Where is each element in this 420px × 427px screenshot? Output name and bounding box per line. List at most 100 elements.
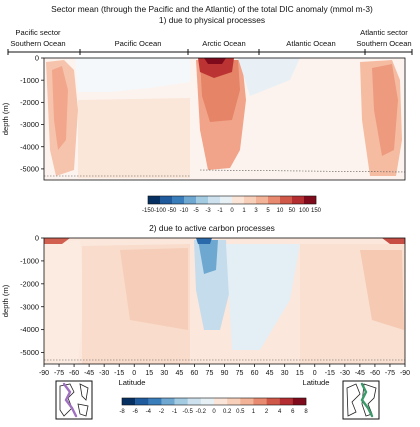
colorbar2-swatch <box>135 398 149 405</box>
panel2-xtick-label: -15 <box>325 370 335 377</box>
colorbar2-swatch <box>214 398 228 405</box>
colorbar1-tick-label: -100 <box>154 208 167 214</box>
colorbar2-swatch <box>174 398 188 405</box>
panel2-ytick-label: -2000 <box>20 279 39 288</box>
p1-pacific-deep <box>78 98 190 178</box>
colorbar2-tick-label: -8 <box>119 409 125 415</box>
colorbar1-tick-label: 50 <box>289 208 296 214</box>
p1-arctic-top <box>204 58 226 64</box>
p2-arctic-core <box>198 240 218 274</box>
pacific-section-map <box>55 380 93 420</box>
colorbar2-tick-label: -1 <box>172 409 178 415</box>
p1-pacific-upper <box>75 58 190 92</box>
colorbar1-swatch <box>172 196 185 204</box>
colorbar1-swatch <box>196 196 209 204</box>
colorbar1-swatch <box>256 196 269 204</box>
colorbar-active-carbon: -8 -6 -4 -2 -1 -0.5 -0.2 0 0.2 0.5 1 2 4 6 8 <box>119 397 308 415</box>
panel2-xtick-label: 0 <box>313 370 317 377</box>
region-label-pac-so-1: Pacific sector <box>15 28 61 37</box>
colorbar1-tick-label: 100 <box>299 208 310 214</box>
colorbar2-tick-label: 8 <box>304 409 308 415</box>
panel2-xtick-label: 60 <box>251 370 259 377</box>
panel1-ytick-label: -1000 <box>20 76 39 85</box>
colorbar2-tick-label: 2 <box>265 409 269 415</box>
p1-seafloor-right <box>199 169 406 173</box>
p2-surface-blue <box>196 238 212 244</box>
panel2-ytick-label: 0 <box>35 234 39 243</box>
panel2-ytick-label: -4000 <box>20 325 39 334</box>
panel1-ytick-label: -5000 <box>20 165 39 174</box>
colorbar2-tick-label: 0 <box>212 409 216 415</box>
colorbar2-swatch <box>227 398 241 405</box>
panel2-xtick-label: -45 <box>84 370 94 377</box>
panel1-subtitle: 1) due to physical processes <box>159 15 265 25</box>
panel-physical: depth (m) 0 -1000 -2000 -3000 -4000 -5000 <box>1 54 406 181</box>
p1-atlantic-shallow <box>238 58 300 96</box>
panel1-field <box>46 58 402 178</box>
region-label-arctic: Arctic Ocean <box>202 39 245 48</box>
colorbar1-swatch <box>184 196 197 204</box>
colorbar1-tick-label: -5 <box>193 208 199 214</box>
panel2-field <box>44 238 405 364</box>
region-bracket <box>7 49 413 55</box>
colorbar2-swatch <box>253 398 267 405</box>
colorbar1-swatch <box>148 196 161 204</box>
colorbar1-tick-label: 150 <box>311 208 322 214</box>
panel1-ytick-label: -3000 <box>20 120 39 129</box>
panel2-xtick-label: -30 <box>340 370 350 377</box>
panel2-xtick-label: 75 <box>206 370 214 377</box>
region-label-atl-so-1: Atlantic sector <box>360 28 408 37</box>
p2-atlantic-so-core <box>360 250 404 330</box>
colorbar1-tick-label: 5 <box>266 208 270 214</box>
colorbar1-swatch <box>160 196 173 204</box>
colorbar2-tick-label: -6 <box>132 409 138 415</box>
atlantic-section-map <box>342 380 380 420</box>
colorbar1-frame <box>147 195 317 205</box>
panel2-xtick-label: -75 <box>54 370 64 377</box>
colorbar2-tick-label: -0.2 <box>196 409 207 415</box>
panel2-xtick-label: -60 <box>370 370 380 377</box>
colorbar1-swatch <box>208 196 221 204</box>
colorbar2-swatch <box>148 398 162 405</box>
panel2-xtick-label: 15 <box>296 370 304 377</box>
panel1-frame <box>43 57 406 181</box>
colorbar2-tick-label: 0.5 <box>236 409 245 415</box>
panel2-xtick-label: 30 <box>160 370 168 377</box>
colorbar1-swatch <box>292 196 305 204</box>
panel2-xtick-label: 75 <box>236 370 244 377</box>
colorbar2-tick-label: 4 <box>278 409 282 415</box>
p2-surface-red-right <box>382 238 405 244</box>
xlabel-latitude-right: Latitude <box>302 378 329 387</box>
xlabel-latitude-left: Latitude <box>118 378 145 387</box>
region-label-pac-so-2: Southern Ocean <box>10 39 65 48</box>
chart-title: Sector mean (through the Pacific and the… <box>51 4 373 14</box>
colorbar2-swatch <box>161 398 175 405</box>
panel1-ytick-label: 0 <box>35 54 39 63</box>
panel-active-carbon: depth (m) 0-1000-2000-3000-4000-5000 -90… <box>1 234 410 377</box>
panel2-xtick-label: -90 <box>39 370 49 377</box>
colorbar1-swatch <box>220 196 233 204</box>
colorbar1-tick-label: 10 <box>277 208 284 214</box>
p1-atlantic-so-core <box>372 64 398 156</box>
colorbar2-swatch <box>187 398 202 405</box>
colorbar2-tick-label: -2 <box>159 409 165 415</box>
colorbar1-tick-label: 1 <box>242 208 246 214</box>
colorbar2-swatch <box>200 398 215 405</box>
colorbar2-tick-label: -0.5 <box>183 409 194 415</box>
panel1-y-axis: 0 -1000 -2000 -3000 -4000 -5000 <box>20 54 44 174</box>
colorbar2-tick-label: 1 <box>252 409 256 415</box>
panel2-xtick-label: 15 <box>145 370 153 377</box>
colorbar1-tick-label: -50 <box>168 208 177 214</box>
colorbar1-tick-label: -150 <box>142 208 155 214</box>
panel2-ytick-label: -3000 <box>20 302 39 311</box>
panel2-xtick-label: -30 <box>99 370 109 377</box>
p2-pacific-core <box>120 248 188 330</box>
panel1-ytick-label: -4000 <box>20 142 39 151</box>
panel1-ylabel: depth (m) <box>1 102 10 135</box>
p1-pacific-so-core <box>52 66 68 150</box>
colorbar1-tick-label: -1 <box>217 208 223 214</box>
colorbar1-tick-label: 3 <box>254 208 258 214</box>
colorbar2-swatch <box>292 398 307 405</box>
colorbar1-swatch <box>232 196 245 204</box>
